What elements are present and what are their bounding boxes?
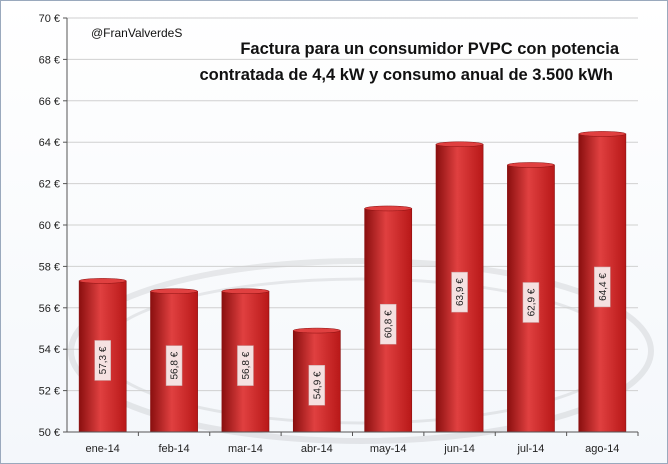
- data-label-box: [308, 365, 326, 406]
- data-label-box: [594, 266, 611, 308]
- data-label-box: [94, 340, 111, 381]
- data-label-box: [379, 303, 397, 345]
- data-label: 54,9 €: [312, 371, 323, 399]
- chart-title-line-1: Factura para un consumidor PVPC con pote…: [240, 40, 619, 58]
- bar-top-cap: [293, 327, 341, 334]
- y-tick-label: 54 €: [39, 344, 60, 356]
- y-tick-label: 56 €: [39, 303, 60, 315]
- y-tick-label: 58 €: [39, 261, 60, 273]
- x-tick-label: feb-14: [158, 443, 189, 455]
- author-handle: @FranValverdeS: [91, 26, 182, 40]
- data-label-box: [522, 282, 540, 323]
- x-tick-label: jul-14: [516, 443, 544, 455]
- x-axis: ene-14 feb-14 mar-14 abr-14 may-14 jun-14 jul-…: [67, 431, 639, 455]
- x-tick-label: may-14: [370, 443, 407, 455]
- y-axis: 50 € 52 € 54 € 56 € 58 € 60 € 62 € 64 € 66 € 68 €…: [39, 13, 68, 439]
- y-tick-label: 66 €: [39, 96, 60, 108]
- data-label: 62,9 €: [526, 288, 537, 316]
- data-label: 63,9 €: [455, 278, 466, 306]
- data-label: 60,8 €: [384, 310, 395, 338]
- bar-top-cap: [364, 205, 412, 212]
- y-tick-label: 50 €: [39, 427, 60, 439]
- bar-top-cap: [150, 288, 198, 294]
- y-tick-label: 68 €: [39, 54, 60, 66]
- bar-top-cap: [221, 288, 270, 294]
- data-label: 56,8 €: [170, 351, 181, 379]
- x-tick-label: abr-14: [301, 443, 333, 455]
- x-tick-label: ago-14: [585, 443, 619, 455]
- data-label: 57,3 €: [98, 346, 109, 374]
- x-tick-label: ene-14: [86, 443, 120, 455]
- data-label-box: [237, 345, 254, 386]
- x-tick-label: jun-14: [443, 443, 475, 455]
- data-label-box: [451, 271, 468, 313]
- bar-top-cap: [78, 278, 127, 284]
- x-tick-label: mar-14: [228, 443, 263, 455]
- bars: 57,3 € 56,8 € 56,8 € 54,9 € 60,8 € 63,9 € 62,9…: [78, 131, 627, 433]
- y-tick-label: 62 €: [39, 179, 60, 191]
- y-tick-label: 70 €: [39, 13, 60, 25]
- bar-top-cap: [507, 162, 555, 168]
- y-tick-label: 60 €: [39, 220, 60, 232]
- bar-top-cap: [578, 131, 627, 137]
- y-tick-label: 52 €: [39, 386, 60, 398]
- bar-top-cap: [435, 141, 484, 148]
- data-label-box: [165, 345, 183, 386]
- chart-title-line-2: contratada de 4,4 kW y consumo anual de …: [199, 66, 613, 84]
- data-label: 56,8 €: [241, 351, 252, 379]
- data-label: 64,4 €: [598, 273, 609, 301]
- y-tick-label: 64 €: [39, 137, 60, 149]
